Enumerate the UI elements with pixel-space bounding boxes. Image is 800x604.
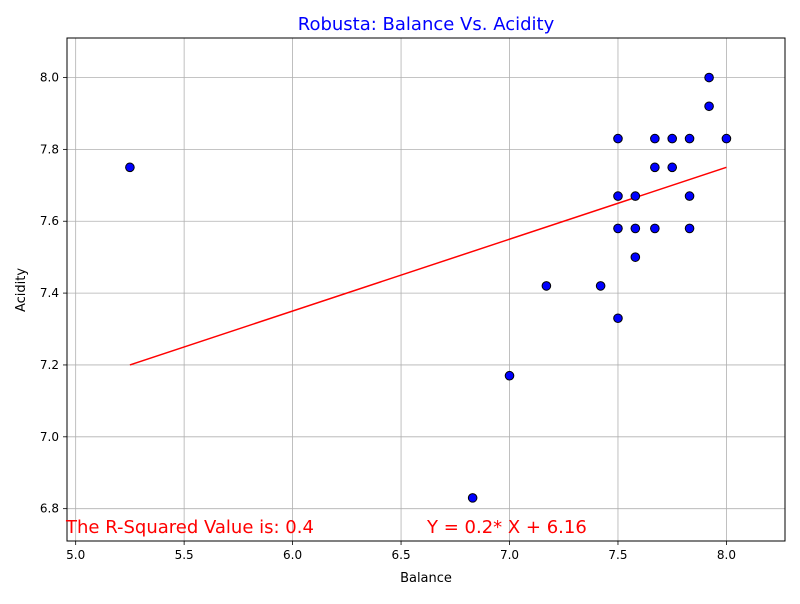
data-point bbox=[650, 223, 660, 234]
data-point bbox=[504, 370, 515, 381]
x-tick-label: 6.0 bbox=[283, 548, 302, 562]
regression-line-layer bbox=[129, 166, 727, 366]
data-point bbox=[684, 133, 695, 144]
y-tick-label: 8.0 bbox=[40, 71, 59, 85]
x-tick-label: 6.5 bbox=[392, 548, 411, 562]
data-point bbox=[684, 223, 695, 234]
data-point bbox=[721, 133, 732, 144]
y-tick-label: 7.0 bbox=[40, 430, 59, 444]
data-point bbox=[630, 191, 641, 201]
data-point bbox=[613, 223, 623, 234]
data-point bbox=[125, 162, 135, 173]
data-point bbox=[704, 101, 714, 112]
chart-title: Robusta: Balance Vs. Acidity bbox=[298, 14, 555, 35]
data-point bbox=[467, 493, 478, 503]
x-tick-label: 8.0 bbox=[717, 548, 736, 562]
y-axis-label: Acidity bbox=[14, 268, 29, 312]
data-point bbox=[541, 281, 552, 291]
data-point bbox=[630, 252, 641, 262]
r-squared-annotation: The R-Squared Value is: 0.4 bbox=[65, 517, 314, 538]
data-point bbox=[613, 191, 623, 201]
points-layer bbox=[125, 72, 732, 503]
data-point bbox=[650, 162, 660, 173]
data-point bbox=[667, 133, 678, 144]
y-tick-label: 6.8 bbox=[40, 502, 59, 516]
data-point bbox=[630, 223, 641, 234]
x-tick-label: 5.5 bbox=[175, 548, 194, 562]
y-ticks: 6.8 7.0 7.2 7.4 7.6 7.8 8.0 bbox=[40, 71, 67, 516]
x-tick-label: 7.5 bbox=[608, 548, 627, 562]
data-point bbox=[704, 72, 714, 83]
y-tick-label: 7.6 bbox=[40, 214, 59, 228]
data-point bbox=[613, 133, 623, 144]
grid bbox=[67, 38, 785, 541]
data-point bbox=[595, 281, 606, 291]
regression-line bbox=[129, 166, 727, 366]
data-point bbox=[684, 191, 695, 201]
x-tick-label: 7.0 bbox=[500, 548, 519, 562]
x-axis-label: Balance bbox=[400, 571, 452, 586]
data-point bbox=[667, 162, 678, 173]
y-tick-label: 7.8 bbox=[40, 142, 59, 156]
x-ticks: 5.0 5.5 6.0 6.5 7.0 7.5 8.0 bbox=[66, 541, 736, 562]
x-tick-label: 5.0 bbox=[66, 548, 85, 562]
equation-annotation: Y = 0.2* X + 6.16 bbox=[426, 517, 587, 538]
data-point bbox=[613, 313, 623, 324]
y-tick-label: 7.2 bbox=[40, 358, 59, 372]
y-tick-label: 7.4 bbox=[40, 286, 59, 300]
data-point bbox=[650, 133, 660, 144]
plot-frame bbox=[66, 37, 786, 542]
